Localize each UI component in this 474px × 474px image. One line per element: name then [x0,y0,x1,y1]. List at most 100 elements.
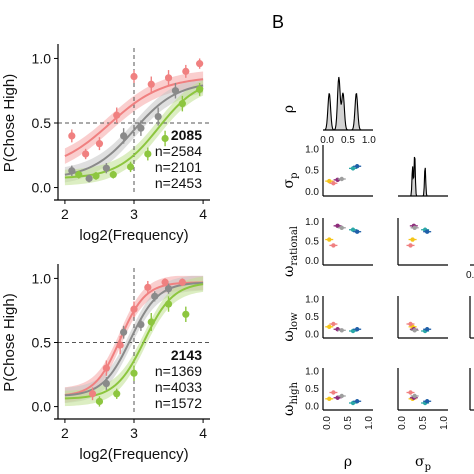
pair-point [408,321,413,327]
density-tick-label: 0.5 [341,135,355,146]
density-tick-label: 0.0 [320,135,334,146]
data-point-gray [137,124,145,132]
data-point-red [182,67,190,75]
row-label-w_high: ωhigh [281,381,300,415]
pair-y-tick-label: 1.0 [305,367,319,378]
pair-point [335,223,340,229]
data-point-green [130,369,138,377]
data-point-gray [85,174,93,183]
fit-curve-red [64,78,204,157]
data-point-red [82,150,90,158]
pair-y-tick-label: 1.0 [305,295,319,306]
panel-b-letter: B [272,12,284,32]
x-tick-label: 2 [61,425,69,441]
pair-y-tick-label: 0.5 [305,384,319,395]
y-tick-label: 0.5 [32,115,52,131]
data-point-red [196,60,204,68]
pair-point [410,237,415,242]
x-axis-title: log2(Frequency) [79,446,188,463]
pair-x-tick-label: 1.0 [364,416,375,430]
subject-label: 2085 [171,127,202,143]
pair-point [331,243,336,248]
y-axis-title: P(Chose High) [1,293,18,391]
row-label-w_low: ωlow [281,312,300,342]
pair-y-tick-label: 1.0 [305,144,319,155]
y-tick-label: 0.0 [32,180,52,196]
bottom-psychometric-panel: 2 3 4 0.0 0.5 1.0 log2(Frequency) P(Chose High)… [1,264,210,463]
y-tick-label: 0.5 [32,335,52,351]
column-label-rho: ρ [344,454,352,470]
pair-point [327,237,332,242]
fit-curve-gray [64,84,204,176]
data-point-red [116,341,124,349]
pair-y-tick-label: 0.5 [305,237,319,248]
data-point-gray [164,285,173,293]
pair-x-tick-label: 0.0 [322,416,333,430]
pair-point [327,324,332,329]
data-point-green [109,171,117,179]
subject-label: 2143 [171,347,202,363]
data-point-red [95,140,104,148]
pair-point [331,390,336,395]
density-fill-sigma [400,156,446,196]
data-point-green [95,397,104,406]
data-point-green [147,318,155,326]
data-point-red [113,111,121,119]
pair-point [339,328,344,333]
x-tick-label: 2 [61,206,69,222]
pair-point [408,243,413,248]
data-point-green [196,85,204,94]
row-label-rho: ρ [281,105,297,113]
pair-y-tick-label: 0.0 [305,187,319,198]
data-point-green [164,300,173,308]
pair-point [339,225,344,230]
data-point-gray [102,164,110,172]
pair-point [331,321,336,327]
data-point-green [161,134,169,143]
data-point-red [102,364,110,372]
fit-curve-green [64,283,204,400]
pair-y-tick-label: 0.5 [305,166,319,177]
legend-label-gray: n=2101 [155,159,202,175]
x-axis-title: log2(Frequency) [79,227,188,244]
legend-label-gray: n=4033 [155,379,202,395]
density-line-rho [324,76,371,131]
pair-point [339,393,344,399]
x-tick-label: 4 [199,206,207,222]
data-point-gray [151,292,159,300]
pair-point [350,227,356,232]
data-point-green [144,150,152,158]
data-point-green [182,310,190,318]
data-point-gray [120,132,128,140]
legend-label-green: n=2453 [155,175,202,191]
density-fill-rho [325,77,371,130]
pair-point [412,393,417,399]
pair-y-tick-label: 1.0 [305,217,319,228]
data-point-green [178,100,186,108]
pair-y-tick-label: 0.5 [305,312,319,323]
data-point-red [68,132,76,140]
pair-point [424,399,430,404]
row-label-w_rational: ωrational [281,226,300,277]
legend-label-red: n=1369 [155,363,202,379]
pair-point [327,396,332,401]
legend-label-green: n=1572 [155,395,202,411]
legend-label-red: n=2584 [155,143,202,159]
y-tick-label: 1.0 [32,50,52,66]
pair-y-tick-label: 0.0 [305,402,319,413]
pair-point [412,328,417,333]
pair-point [354,164,360,169]
pair-point [424,229,430,234]
pair-point [408,390,413,395]
fit-band-red [64,275,204,403]
pair-point [412,225,417,230]
data-point-green [75,171,83,179]
pair-point [327,178,332,184]
pair-point [339,176,344,182]
pair-point [354,229,360,234]
x-tick-label: 3 [130,425,138,441]
data-point-red [130,72,138,81]
data-point-red [130,305,138,313]
pair-point [335,177,340,183]
